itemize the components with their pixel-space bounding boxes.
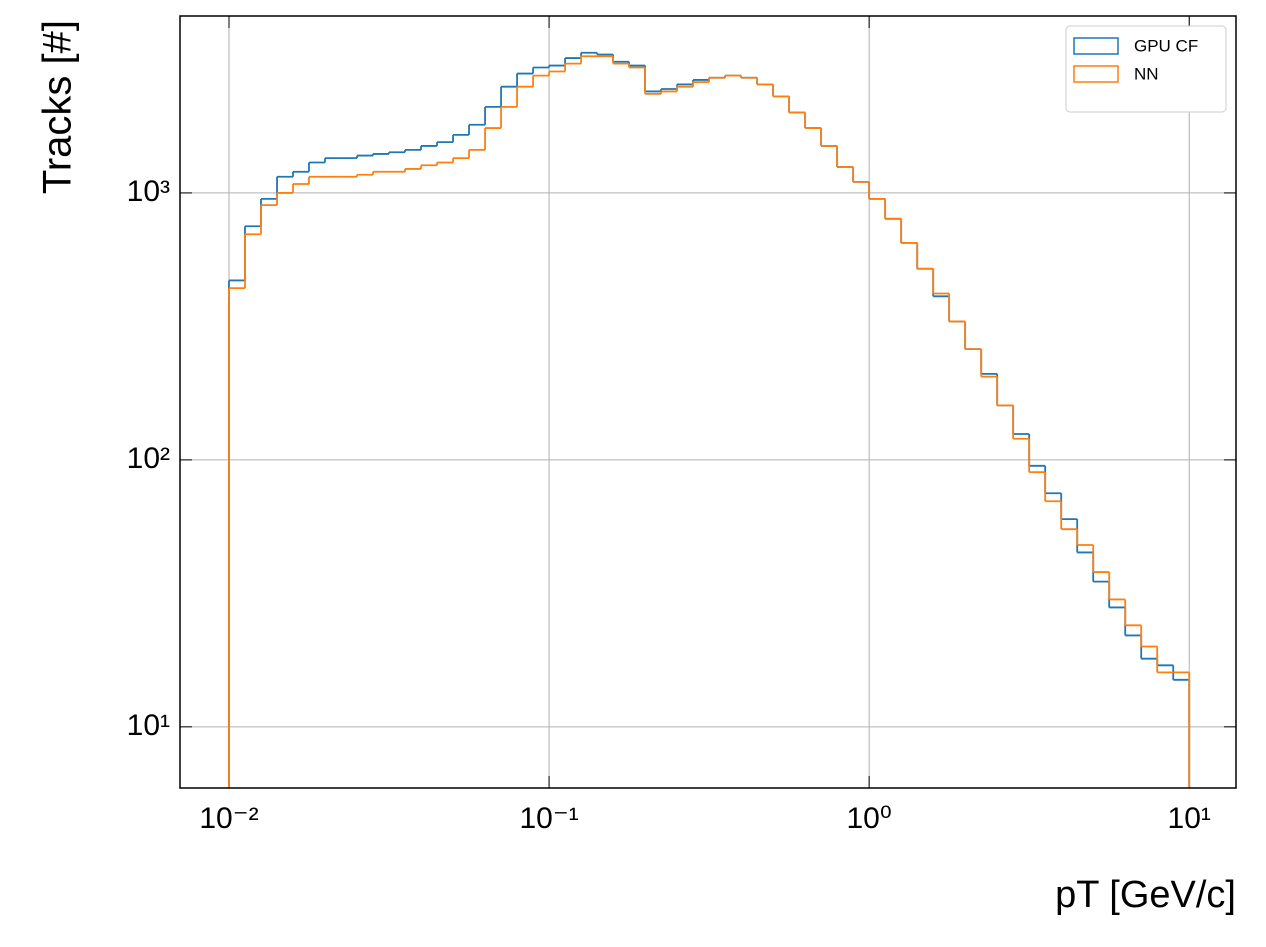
legend-swatch [1073,65,1119,83]
y-axis-label: Tracks [#] [36,20,80,194]
plot-area [228,51,1191,788]
x-tick-label: 10⁻² [199,802,258,835]
x-axis-label: pT [GeV/c] [1055,874,1236,916]
y-tick-label: 10² [127,442,170,475]
x-tick-label: 10¹ [1168,802,1211,835]
step-connector [228,52,1191,788]
axes-frame [179,15,1237,789]
legend-box [1065,25,1227,113]
y-tick-label: 10¹ [127,709,170,742]
x-tick-label: 10⁰ [846,802,891,835]
y-tick-label: 10³ [127,175,170,208]
legend-label: GPU CF [1134,36,1198,55]
x-tick-label: 10⁻¹ [519,802,578,835]
legend-swatch [1073,37,1119,55]
step-connector [228,56,1191,788]
legend-label: NN [1134,64,1159,83]
